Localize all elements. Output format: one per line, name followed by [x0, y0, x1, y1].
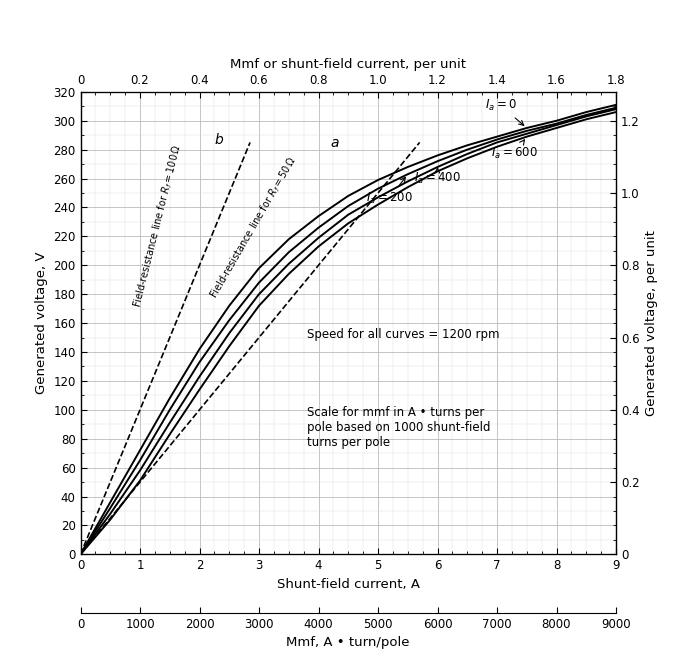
- X-axis label: Mmf, A • turn/pole: Mmf, A • turn/pole: [286, 636, 410, 649]
- Y-axis label: Generated voltage, V: Generated voltage, V: [35, 252, 48, 394]
- Text: $I_a = 600$: $I_a = 600$: [491, 140, 538, 161]
- Text: $I_a = 400$: $I_a = 400$: [414, 167, 461, 186]
- Text: Field-resistance line for $R_f = 50\,\Omega$: Field-resistance line for $R_f = 50\,\Om…: [206, 155, 300, 301]
- Text: $a$: $a$: [330, 136, 340, 150]
- Y-axis label: Generated voltage, per unit: Generated voltage, per unit: [645, 230, 658, 416]
- Text: Scale for mmf in A • turns per
pole based on 1000 shunt-field
turns per pole: Scale for mmf in A • turns per pole base…: [307, 405, 490, 449]
- X-axis label: Mmf or shunt-field current, per unit: Mmf or shunt-field current, per unit: [230, 58, 466, 72]
- Text: Speed for all curves = 1200 rpm: Speed for all curves = 1200 rpm: [307, 328, 499, 341]
- Text: $b$: $b$: [214, 132, 225, 147]
- Text: $I_a = 0$: $I_a = 0$: [485, 98, 524, 125]
- X-axis label: Shunt-field current, A: Shunt-field current, A: [276, 578, 420, 591]
- Text: Field-resistance line for $R_f = 100\,\Omega$: Field-resistance line for $R_f = 100\,\O…: [131, 142, 185, 308]
- Text: $I_a = 200$: $I_a = 200$: [366, 177, 413, 206]
